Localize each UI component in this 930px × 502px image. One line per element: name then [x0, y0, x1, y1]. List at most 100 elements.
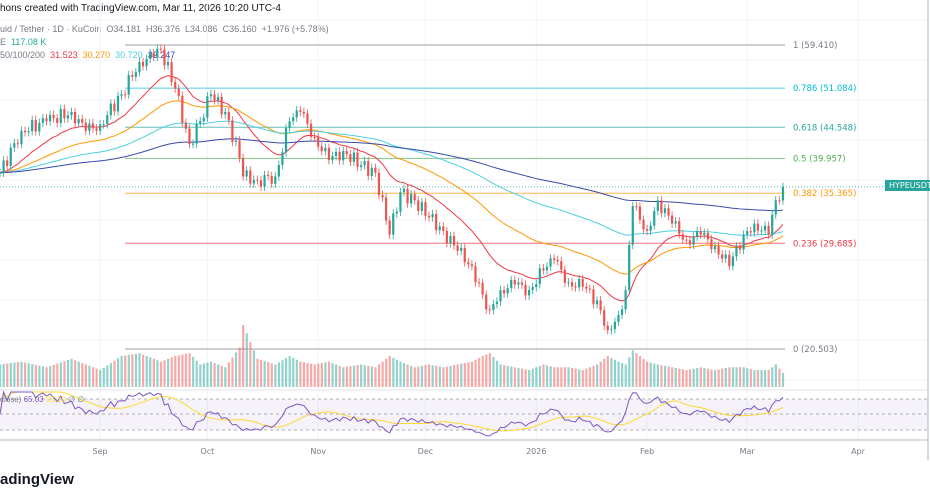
candle-body [595, 300, 599, 305]
candle-body [381, 195, 384, 198]
candle-body [13, 143, 16, 148]
volume-bar [310, 363, 313, 387]
volume-bar [370, 366, 373, 387]
volume-bar [478, 357, 481, 387]
volume-bar [556, 367, 559, 387]
candle-body [517, 282, 520, 285]
candle-body [424, 202, 427, 216]
volume-bar [245, 333, 248, 387]
volume-bar [252, 350, 256, 387]
candle-body [166, 62, 170, 66]
candle-body [277, 164, 280, 177]
volume-bar [24, 362, 27, 387]
candle-body [242, 158, 245, 177]
volume-bar [724, 367, 727, 387]
volume-bar [0, 364, 2, 387]
ma50-line [0, 100, 784, 275]
candle-body [495, 301, 499, 305]
candle-body [606, 325, 609, 331]
candle-body [163, 49, 166, 66]
volume-bar [435, 365, 438, 387]
volume-bar [445, 366, 449, 387]
candle-body [642, 219, 645, 230]
rsi-legend: close) 65.03 55.10 ∅ ∅ [0, 395, 84, 404]
volume-bar [442, 367, 445, 387]
published-note: hons created with TradingView.com, Mar 1… [0, 3, 281, 14]
high-value: 36.376 [152, 24, 180, 34]
volume-bar [99, 370, 102, 387]
volume-bar [374, 367, 377, 387]
volume-bar [485, 354, 488, 387]
volume-bar [621, 363, 624, 387]
volume-bar [109, 363, 113, 387]
candle-body [749, 231, 752, 233]
volume-bar [152, 358, 155, 387]
symbol-name[interactable]: uid / Tether · 1D · KuCoin [0, 24, 102, 34]
volume-bar [735, 367, 738, 387]
volume-bar [74, 360, 77, 387]
volume-bar [385, 358, 388, 387]
volume-bar [338, 365, 341, 387]
change-value: +1.976 (+5.78%) [261, 24, 329, 34]
volume-bar [538, 365, 542, 387]
candle-body [553, 258, 556, 260]
volume-bar [413, 367, 416, 387]
candle-body [760, 230, 763, 232]
volume-bar [209, 361, 213, 387]
volume-bar [56, 363, 59, 387]
volume-bar [685, 370, 688, 387]
volume-bar [481, 356, 484, 387]
volume-bar [721, 368, 724, 387]
candle-body [56, 118, 59, 123]
volume-value: 117.08 K [11, 37, 47, 47]
candle-body [34, 119, 37, 132]
volume-bar [617, 361, 620, 387]
tradingview-logo[interactable]: adingView [0, 471, 74, 488]
candle-body [510, 280, 513, 289]
volume-bar [638, 356, 642, 387]
volume-bar [217, 364, 220, 387]
volume-bar [70, 358, 73, 387]
volume-bar [545, 365, 549, 387]
volume-bar [142, 354, 145, 387]
candle-body [363, 161, 366, 166]
candle-body [224, 111, 227, 115]
candle-body [177, 88, 180, 96]
candle-body [410, 194, 413, 204]
volume-bar [549, 366, 552, 387]
candle-body [141, 61, 145, 67]
volume-bar [488, 353, 491, 387]
candle-body [713, 246, 717, 250]
na-value: ∅ [77, 395, 85, 404]
volume-bar [120, 356, 123, 387]
candle-body [460, 247, 463, 251]
volume-bar [184, 353, 188, 387]
candle-body [138, 61, 141, 73]
candle-body [474, 266, 477, 283]
volume-bar [663, 365, 667, 387]
volume-bar [81, 363, 84, 387]
volume-bar [781, 372, 785, 387]
candle-body [327, 147, 330, 161]
x-tick-label: Mar [740, 447, 756, 456]
candle-body [767, 225, 770, 235]
candle-body [256, 179, 259, 181]
rsi-ma-value: 55.10 [45, 395, 66, 404]
candle-body [342, 150, 345, 161]
candle-body [238, 140, 241, 159]
volume-bar [95, 368, 98, 387]
volume-bar [327, 361, 331, 387]
candle-body [731, 256, 734, 267]
candle-body [270, 175, 273, 184]
volume-bar [145, 356, 148, 387]
volume-bar [510, 366, 513, 387]
candle-body [499, 290, 502, 302]
fib-label: 0.382 (35.365) [793, 189, 856, 199]
close-label: C [222, 24, 230, 34]
volume-bar [492, 356, 495, 387]
candle-body [320, 146, 323, 152]
volume-bar [195, 360, 198, 387]
volume-bar [52, 364, 55, 387]
x-tick-label: 2026 [526, 447, 546, 456]
